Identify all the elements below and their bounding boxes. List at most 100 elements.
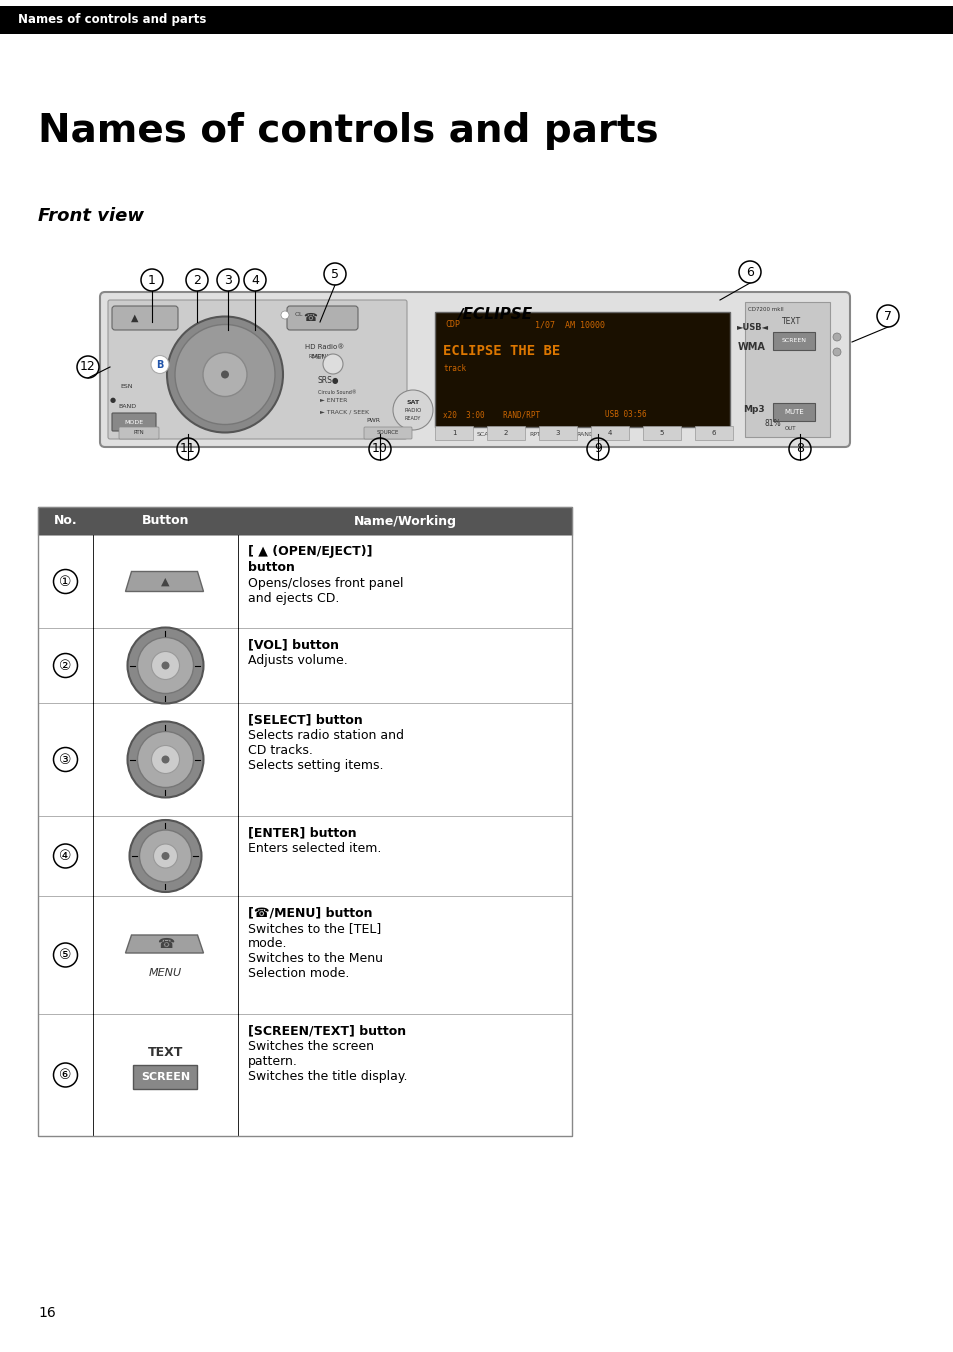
Text: ►USB◄: ►USB◄: [737, 323, 768, 331]
Bar: [772, 403, 814, 420]
Text: USB 03:56: USB 03:56: [604, 410, 646, 419]
Text: 4: 4: [251, 273, 258, 287]
Text: Name/Working: Name/Working: [354, 515, 456, 527]
Bar: [642, 426, 680, 439]
FancyBboxPatch shape: [364, 427, 412, 439]
Text: 10: 10: [372, 442, 388, 456]
Text: SCREEN: SCREEN: [141, 1072, 190, 1082]
Circle shape: [152, 745, 179, 773]
Bar: [435, 426, 473, 439]
Bar: [133, 1065, 197, 1088]
Text: Adjusts volume.: Adjusts volume.: [248, 654, 348, 667]
Text: ▲: ▲: [132, 314, 138, 323]
Text: [SCREEN/TEXT] button: [SCREEN/TEXT] button: [248, 1023, 406, 1037]
Text: Front view: Front view: [38, 207, 144, 224]
Text: 5: 5: [659, 430, 663, 435]
FancyBboxPatch shape: [112, 306, 178, 330]
Polygon shape: [126, 936, 203, 953]
Text: ①: ①: [59, 575, 71, 588]
Bar: [772, 333, 814, 350]
Text: 16: 16: [38, 1306, 55, 1320]
Text: [VOL] button: [VOL] button: [248, 638, 338, 652]
Circle shape: [832, 333, 841, 341]
Circle shape: [128, 722, 203, 798]
Circle shape: [281, 311, 289, 319]
Text: ●: ●: [110, 397, 116, 403]
Text: MODE: MODE: [124, 419, 143, 425]
Text: track: track: [442, 364, 466, 373]
Text: RTN: RTN: [133, 430, 144, 435]
Text: 8: 8: [795, 442, 803, 456]
FancyBboxPatch shape: [100, 292, 849, 448]
Text: Selects setting items.: Selects setting items.: [248, 758, 383, 772]
Circle shape: [152, 652, 179, 680]
Text: 6: 6: [711, 430, 716, 435]
Text: button: button: [248, 561, 294, 575]
Text: 1: 1: [452, 430, 456, 435]
Text: 3: 3: [556, 430, 559, 435]
Text: B: B: [156, 360, 164, 369]
Circle shape: [161, 756, 170, 764]
Text: RPT: RPT: [529, 431, 540, 437]
FancyBboxPatch shape: [112, 412, 156, 431]
Bar: [435, 312, 729, 427]
Circle shape: [130, 821, 201, 892]
Text: 6: 6: [745, 265, 753, 279]
Text: Switches the title display.: Switches the title display.: [248, 1069, 407, 1083]
Text: mode.: mode.: [248, 937, 287, 950]
Text: SCAN: SCAN: [476, 431, 493, 437]
Text: OL: OL: [294, 312, 303, 318]
Circle shape: [832, 347, 841, 356]
Text: OUT: OUT: [784, 426, 796, 430]
Text: 5: 5: [331, 268, 338, 280]
Text: 9: 9: [594, 442, 601, 456]
Text: TEXT: TEXT: [781, 318, 801, 326]
Text: SAT: SAT: [406, 399, 419, 404]
Text: MENU: MENU: [312, 354, 332, 360]
Circle shape: [137, 638, 193, 694]
Text: Switches the screen: Switches the screen: [248, 1040, 374, 1053]
Bar: [38, 535, 572, 627]
Text: ESN: ESN: [121, 384, 133, 389]
Bar: [38, 817, 572, 896]
Text: Enters selected item.: Enters selected item.: [248, 842, 381, 854]
Text: HD Radio®: HD Radio®: [305, 343, 344, 350]
Text: x20  3:00    RAND/RPT: x20 3:00 RAND/RPT: [442, 410, 539, 419]
Text: SOURCE: SOURCE: [376, 430, 398, 435]
Text: 11: 11: [180, 442, 195, 456]
Text: Button: Button: [142, 515, 189, 527]
Circle shape: [174, 324, 274, 425]
Text: 1: 1: [148, 273, 155, 287]
Text: CDP: CDP: [444, 320, 459, 329]
Text: CD7200 mkII: CD7200 mkII: [747, 307, 783, 312]
Circle shape: [323, 354, 343, 375]
Text: ④: ④: [59, 849, 71, 863]
Circle shape: [137, 731, 193, 787]
Text: 2: 2: [193, 273, 201, 287]
Text: 7: 7: [883, 310, 891, 323]
Circle shape: [153, 844, 177, 868]
Text: Switches to the [TEL]: Switches to the [TEL]: [248, 922, 381, 936]
Text: 4: 4: [607, 430, 612, 435]
Circle shape: [221, 370, 229, 379]
Text: Mp3: Mp3: [742, 406, 763, 415]
Text: Selects radio station and: Selects radio station and: [248, 729, 403, 742]
Bar: [695, 426, 732, 439]
Text: ⑤: ⑤: [59, 948, 71, 963]
Text: No.: No.: [53, 515, 77, 527]
Text: Switches to the Menu: Switches to the Menu: [248, 952, 382, 965]
Text: ► TRACK / SEEK: ► TRACK / SEEK: [319, 410, 369, 415]
Text: 3: 3: [224, 273, 232, 287]
Text: ∕ECLIPSE: ∕ECLIPSE: [456, 307, 532, 322]
Circle shape: [151, 356, 169, 373]
Circle shape: [393, 389, 433, 430]
Text: RAND: RAND: [576, 431, 594, 437]
Text: pattern.: pattern.: [248, 1055, 297, 1068]
Bar: [38, 507, 572, 1136]
Text: MUTE: MUTE: [783, 410, 803, 415]
Bar: [38, 627, 572, 703]
Text: SRS●: SRS●: [317, 376, 339, 384]
Circle shape: [203, 353, 247, 396]
FancyBboxPatch shape: [119, 427, 159, 439]
FancyBboxPatch shape: [108, 300, 407, 439]
